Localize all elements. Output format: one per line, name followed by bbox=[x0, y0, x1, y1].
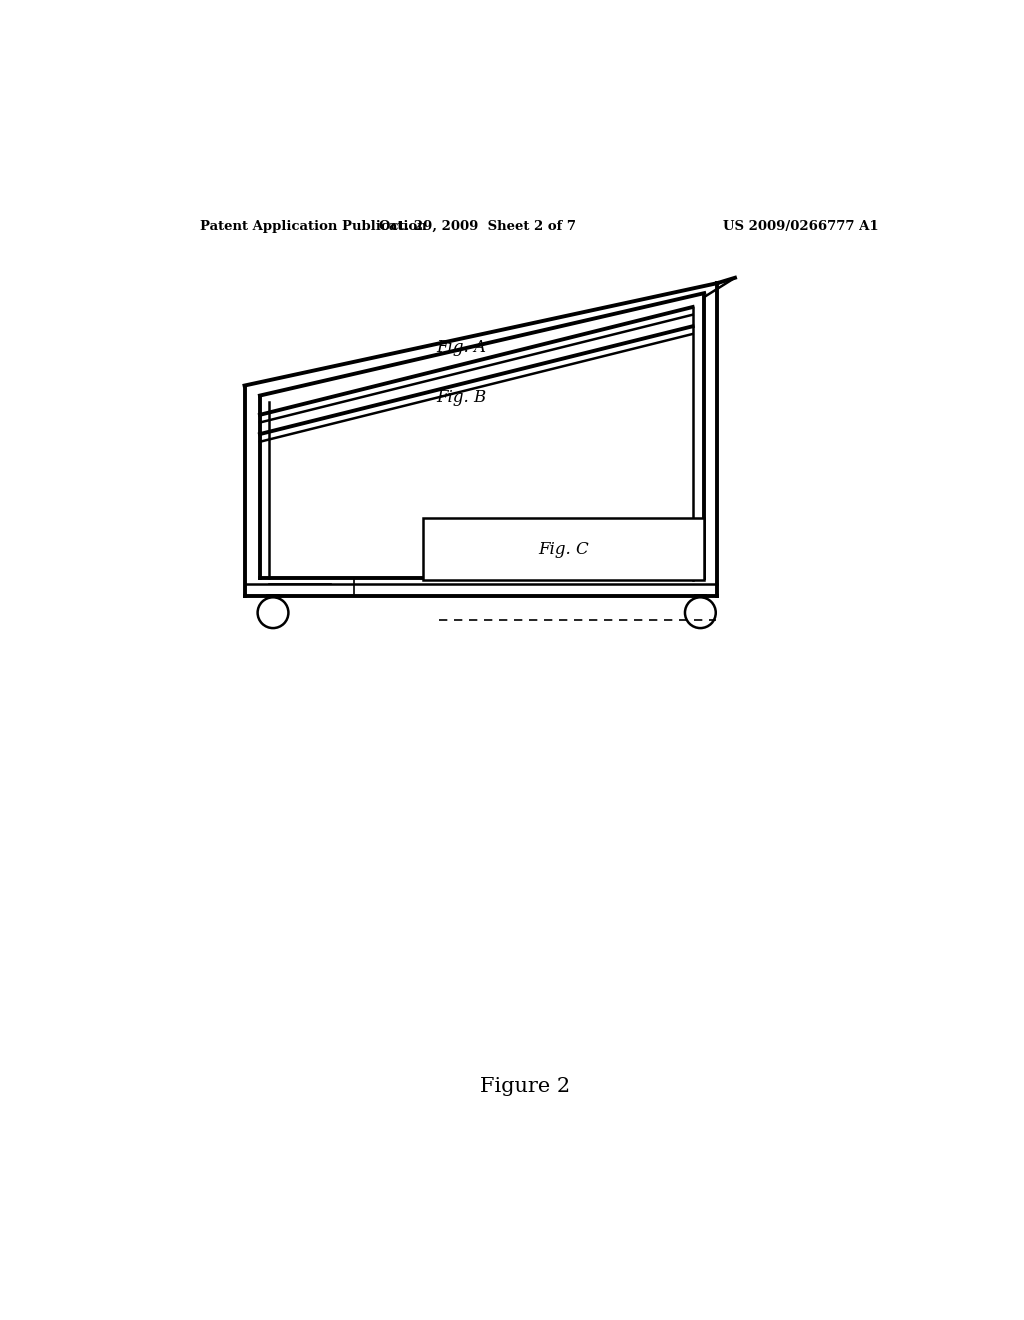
Bar bbox=[423, 517, 705, 581]
Text: Fig. B: Fig. B bbox=[436, 388, 486, 405]
Text: Oct. 29, 2009  Sheet 2 of 7: Oct. 29, 2009 Sheet 2 of 7 bbox=[379, 219, 575, 232]
Text: Fig. A: Fig. A bbox=[436, 338, 486, 355]
Text: US 2009/0266777 A1: US 2009/0266777 A1 bbox=[723, 219, 879, 232]
Text: Figure 2: Figure 2 bbox=[479, 1077, 570, 1096]
Text: Fig. C: Fig. C bbox=[539, 541, 589, 557]
Text: Patent Application Publication: Patent Application Publication bbox=[200, 219, 427, 232]
